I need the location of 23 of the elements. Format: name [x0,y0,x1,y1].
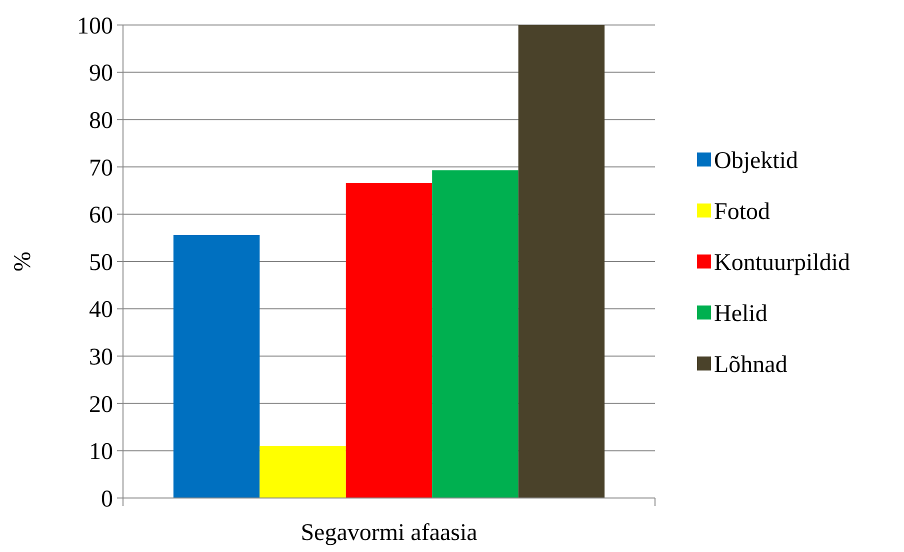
legend-label: Kontuurpildid [714,250,850,276]
y-tick-label: 90 [89,60,113,87]
bar [173,235,260,498]
bar [346,182,432,498]
y-tick-label: 50 [89,250,113,276]
y-tick-label: 60 [89,202,113,229]
y-tick-label: 70 [89,155,113,182]
bar [432,170,518,498]
y-tick-label: 100 [77,13,113,40]
bar [260,446,346,498]
y-tick-label: 20 [89,392,113,418]
y-tick-label: 80 [89,108,113,134]
bar [518,25,605,498]
y-tick-label: 40 [89,297,113,324]
x-tick-label: Segavormi afaasia [300,520,478,546]
y-tick-label: 30 [89,344,113,370]
y-tick-label: 10 [89,439,113,466]
legend-label: Objektid [714,148,798,174]
y-tick-label: 0 [101,486,113,512]
legend-label: Helid [714,300,768,327]
legend-label: Fotod [714,198,770,225]
legend-label: Lõhnad [714,352,788,378]
y-axis-title: % [10,252,36,272]
